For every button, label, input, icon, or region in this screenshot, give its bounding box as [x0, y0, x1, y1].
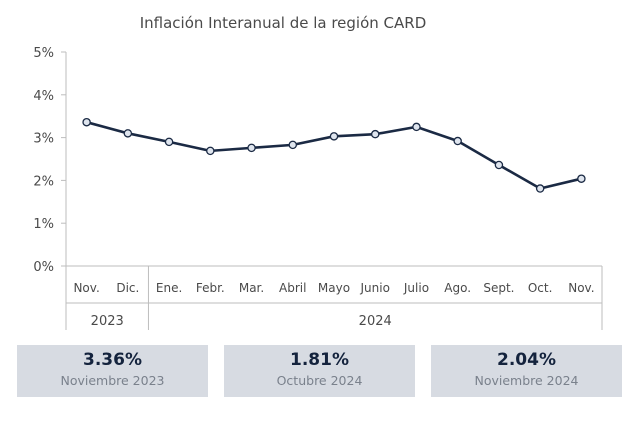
summary-value: 2.04%: [497, 350, 556, 370]
chart-title: Inflación Interanual de la región CARD: [140, 14, 427, 32]
data-point: [247, 143, 256, 153]
x-tick-label: Febr.: [196, 281, 225, 295]
data-point: [82, 117, 91, 127]
data-point: [123, 129, 133, 138]
year-group-label: 2024: [359, 314, 392, 329]
x-tick-label: Sept.: [483, 281, 514, 295]
summary-label: Octubre 2024: [276, 373, 363, 388]
summary-box-oct-2024: 1.81% Octubre 2024: [224, 345, 415, 397]
data-point: [535, 184, 545, 193]
data-point: [164, 137, 174, 147]
x-tick-label: Ago.: [444, 281, 471, 295]
x-tick-label: Mar.: [239, 281, 264, 295]
summary-row: 3.36% Noviembre 2023 1.81% Octubre 2024 …: [17, 345, 622, 397]
x-tick-label: Nov.: [568, 281, 594, 295]
data-point: [412, 122, 421, 132]
y-tick-label: 3%: [33, 132, 54, 147]
summary-label: Noviembre 2024: [474, 373, 579, 388]
y-axis: 0% 1% 2% 3% 4% 5%: [33, 46, 67, 275]
plot-area: [82, 117, 586, 193]
x-axis: Nov. Dic. Ene. Febr. Mar. Abril Mayo Junio Julio…: [65, 265, 603, 330]
summary-box-nov-2024: 2.04% Noviembre 2024: [431, 345, 622, 397]
y-tick-label: 5%: [33, 46, 54, 61]
x-tick-label: Dic.: [116, 281, 139, 295]
summary-value: 1.81%: [290, 350, 349, 370]
x-tick-label: Julio: [403, 281, 429, 295]
inflation-line-chart: Inflación Interanual de la región CARD 0…: [33, 14, 603, 330]
y-tick-label: 2%: [33, 174, 54, 189]
data-point: [370, 129, 380, 139]
summary-box-nov-2023: 3.36% Noviembre 2023: [17, 345, 208, 397]
year-group-label: 2023: [91, 314, 124, 329]
x-tick-label: Mayo: [318, 281, 350, 295]
x-tick-label: Ene.: [156, 281, 182, 295]
x-tick-label: Abril: [279, 281, 306, 295]
x-tick-label: Junio: [360, 281, 390, 295]
x-tick-label: Nov.: [73, 281, 99, 295]
data-point: [329, 132, 339, 141]
data-point: [288, 140, 298, 150]
summary-value: 3.36%: [83, 350, 142, 370]
summary-label: Noviembre 2023: [60, 373, 165, 388]
y-tick-label: 0%: [33, 260, 54, 275]
data-point: [453, 136, 462, 146]
data-point: [577, 174, 586, 183]
data-point: [206, 146, 215, 156]
x-tick-label: Oct.: [528, 281, 553, 295]
y-tick-label: 1%: [33, 217, 54, 232]
data-point: [494, 160, 504, 170]
y-tick-label: 4%: [33, 89, 54, 104]
